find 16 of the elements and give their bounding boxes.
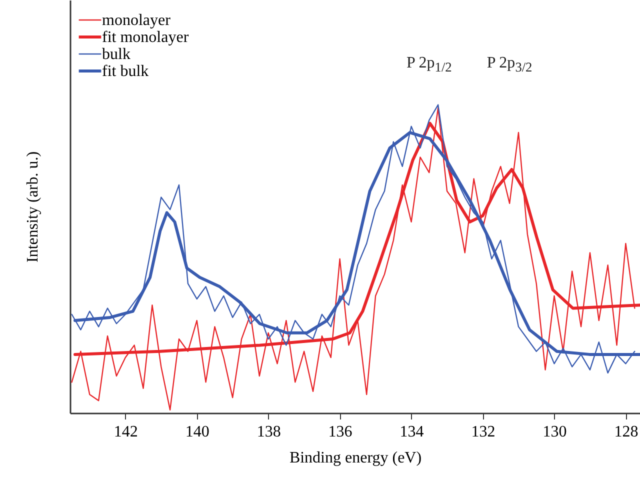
text: P 2p$_{1/2}$ <box>406 54 452 75</box>
x-tick-label: 130 <box>542 424 567 440</box>
x-tick-label: 140 <box>185 424 210 440</box>
legend-label: fit bulk <box>102 63 149 80</box>
x-tick-label: 138 <box>256 424 281 440</box>
legend-label: bulk <box>102 46 130 63</box>
text: P 2p$_{3/2}$ <box>486 54 532 75</box>
legend-label: fit monolayer <box>102 29 190 46</box>
legend-label: monolayer <box>102 12 172 29</box>
x-tick-label: 134 <box>400 424 424 440</box>
x-tick-label: 136 <box>328 424 352 440</box>
y-axis-title: Intensity (arb. u.) <box>24 151 42 263</box>
x-tick-label: 128 <box>614 424 638 440</box>
x-tick-label: 132 <box>471 424 496 440</box>
x-tick-label: 142 <box>114 424 138 440</box>
x-axis-title: Binding energy (eV) <box>289 450 422 466</box>
